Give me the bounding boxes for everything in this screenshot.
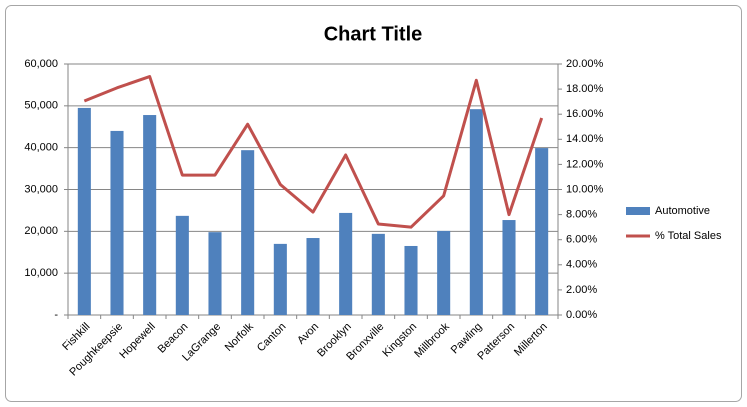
bar xyxy=(175,215,189,315)
y2-tick-label: 10.00% xyxy=(566,183,604,195)
y2-tick-label: 20.00% xyxy=(566,58,604,70)
bar xyxy=(273,243,287,315)
y-tick-label: 10,000 xyxy=(24,267,58,279)
bar xyxy=(339,212,353,315)
legend-label: Automotive xyxy=(655,205,710,217)
bar xyxy=(437,230,451,315)
chart-title: Chart Title xyxy=(324,23,423,45)
bar xyxy=(535,148,549,315)
y-tick-label: 30,000 xyxy=(24,183,58,195)
y-tick-label: 20,000 xyxy=(24,225,58,237)
bar xyxy=(208,232,222,315)
y2-tick-label: 12.00% xyxy=(566,158,604,170)
bar xyxy=(371,233,385,315)
bar xyxy=(241,150,255,315)
y2-tick-label: 2.00% xyxy=(566,284,597,296)
y2-tick-label: 6.00% xyxy=(566,234,597,246)
y2-tick-label: 16.00% xyxy=(566,108,604,120)
y2-tick-label: 4.00% xyxy=(566,259,597,271)
bar xyxy=(110,130,124,315)
legend-label: % Total Sales xyxy=(655,230,722,242)
y-tick-label: 40,000 xyxy=(24,142,58,154)
y-tick-label: 60,000 xyxy=(24,58,58,70)
line xyxy=(83,75,544,229)
bar xyxy=(502,220,516,315)
y2-tick-label: 0.00% xyxy=(566,309,597,321)
bar xyxy=(306,238,320,315)
y-tick-label: 50,000 xyxy=(24,100,58,112)
y2-tick-label: 8.00% xyxy=(566,209,597,221)
bar xyxy=(404,245,418,315)
bar xyxy=(77,107,91,315)
y-tick-label: - xyxy=(54,309,58,321)
legend-swatch xyxy=(626,207,650,215)
y2-tick-label: 14.00% xyxy=(566,133,604,145)
bar xyxy=(469,109,483,316)
y2-tick-label: 18.00% xyxy=(566,83,604,95)
bar xyxy=(143,115,157,315)
